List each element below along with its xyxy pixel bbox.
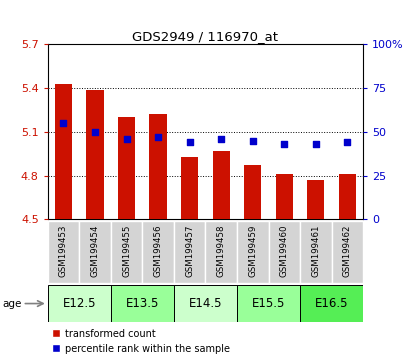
Bar — [276, 174, 293, 219]
Bar — [332, 221, 363, 283]
Bar — [339, 174, 356, 219]
Text: GSM199458: GSM199458 — [217, 225, 226, 277]
Text: GSM199456: GSM199456 — [154, 225, 163, 277]
Point — [60, 120, 67, 126]
Text: E15.5: E15.5 — [252, 297, 285, 310]
Text: GSM199453: GSM199453 — [59, 225, 68, 277]
Text: GSM199455: GSM199455 — [122, 225, 131, 277]
Title: GDS2949 / 116970_at: GDS2949 / 116970_at — [132, 30, 278, 43]
Text: GSM199457: GSM199457 — [185, 225, 194, 277]
Bar — [111, 221, 142, 283]
Bar — [86, 90, 104, 219]
Bar — [79, 221, 111, 283]
Bar — [55, 84, 72, 219]
Point — [155, 134, 161, 140]
Bar — [174, 221, 205, 283]
Bar — [48, 285, 111, 322]
Bar — [205, 221, 237, 283]
Point — [249, 138, 256, 143]
Bar — [269, 221, 300, 283]
Text: E13.5: E13.5 — [126, 297, 159, 310]
Bar — [48, 221, 79, 283]
Bar — [118, 117, 135, 219]
Text: GSM199454: GSM199454 — [90, 225, 100, 277]
Bar — [244, 165, 261, 219]
Point — [312, 141, 319, 147]
Text: GSM199460: GSM199460 — [280, 225, 289, 277]
Point — [281, 141, 288, 147]
Bar — [149, 114, 167, 219]
Text: GSM199459: GSM199459 — [248, 225, 257, 277]
Bar — [142, 221, 174, 283]
Bar — [181, 157, 198, 219]
Bar — [237, 221, 269, 283]
Point — [186, 139, 193, 145]
Point — [218, 136, 225, 142]
Text: E16.5: E16.5 — [315, 297, 348, 310]
Bar — [212, 151, 230, 219]
Text: GSM199462: GSM199462 — [343, 225, 352, 277]
Text: E12.5: E12.5 — [63, 297, 96, 310]
Bar — [237, 285, 300, 322]
Text: E14.5: E14.5 — [189, 297, 222, 310]
Bar — [300, 221, 332, 283]
Bar — [111, 285, 174, 322]
Bar — [307, 180, 325, 219]
Legend: transformed count, percentile rank within the sample: transformed count, percentile rank withi… — [53, 329, 230, 354]
Point — [92, 129, 98, 135]
Text: age: age — [2, 298, 22, 309]
Bar — [300, 285, 363, 322]
Point — [123, 136, 130, 142]
Bar — [174, 285, 237, 322]
Point — [344, 139, 351, 145]
Text: GSM199461: GSM199461 — [311, 225, 320, 277]
